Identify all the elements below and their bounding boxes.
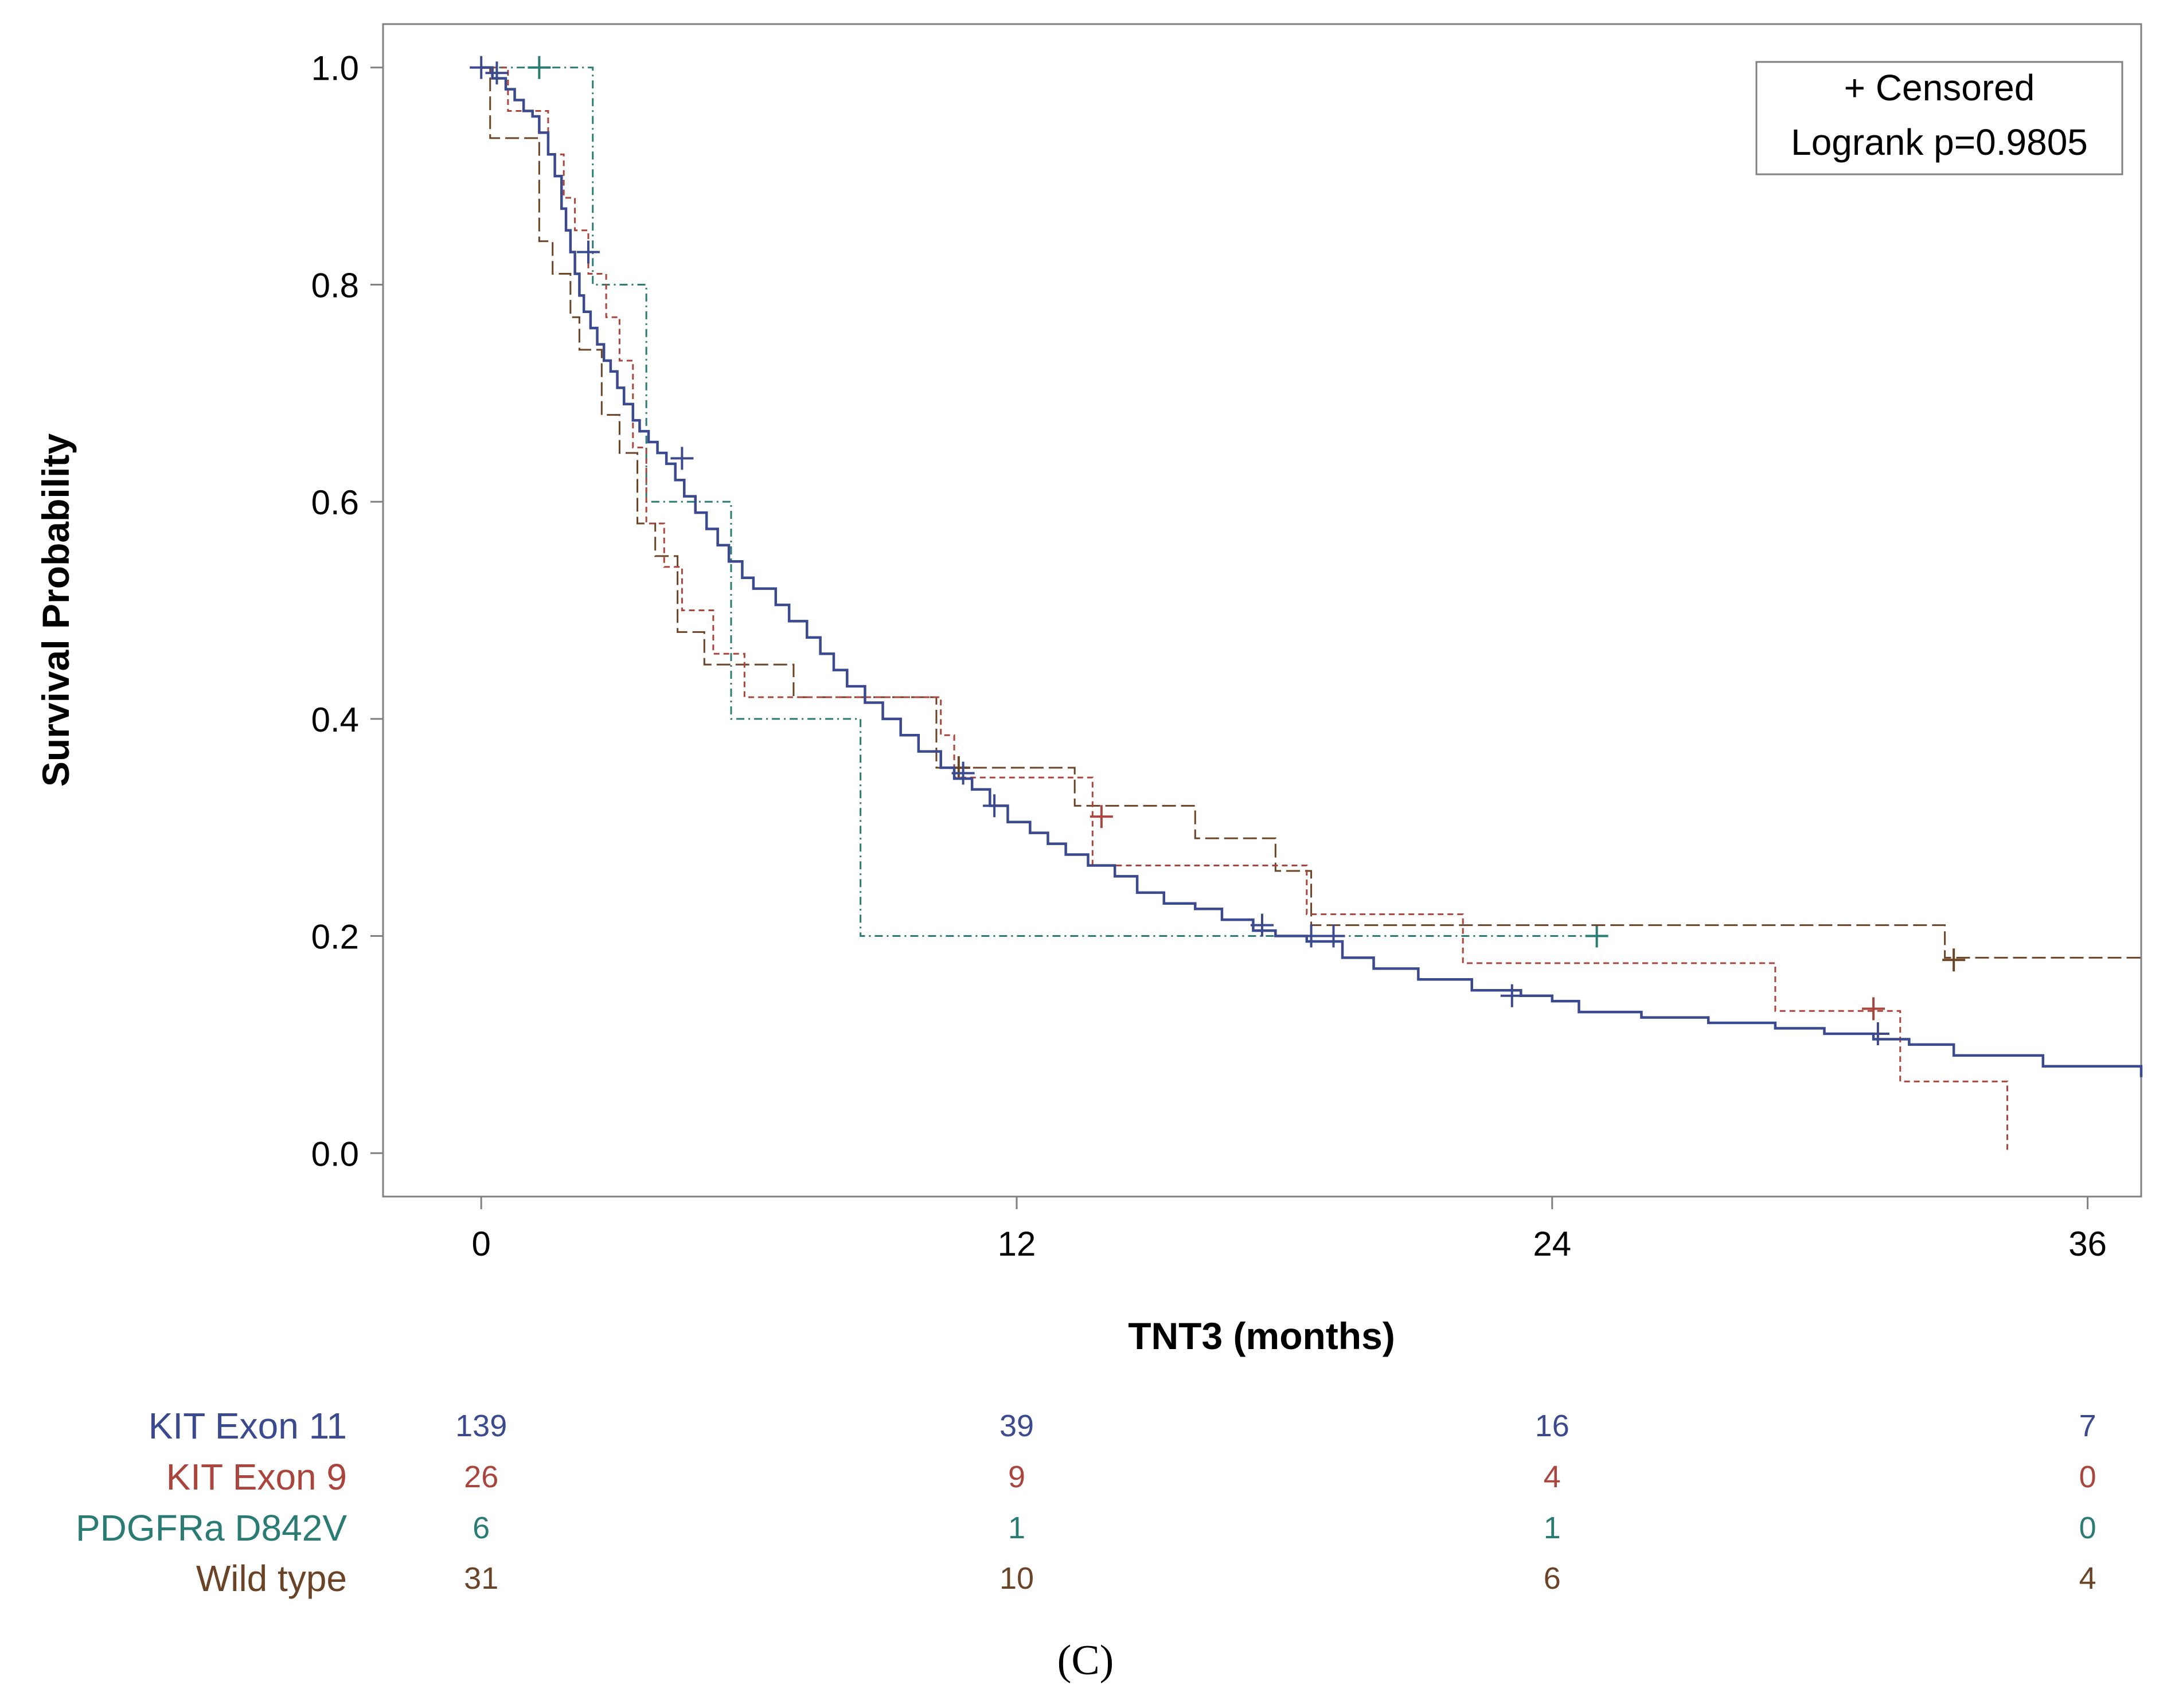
survival-curve-pdgfra-d842v <box>481 67 1597 937</box>
legend: + Censored Logrank p=0.9805 <box>1755 61 2123 175</box>
risk-count: 6 <box>1544 1561 1561 1596</box>
risk-count: 1 <box>1544 1511 1561 1545</box>
risk-count: 26 <box>464 1460 498 1494</box>
survival-curve-wild-type <box>481 67 2141 959</box>
risk-count: 39 <box>999 1409 1034 1443</box>
censor-mark <box>1862 997 1885 1021</box>
y-axis-title: Survival Probability <box>34 433 77 787</box>
legend-logrank-label: Logrank p=0.9805 <box>1791 122 2088 163</box>
censor-mark <box>1866 1022 1889 1045</box>
x-axis-title: TNT3 (months) <box>1128 1315 1395 1357</box>
y-tick-label: 1.0 <box>311 49 359 88</box>
censor-mark <box>1299 924 1323 948</box>
risk-count: 139 <box>455 1409 507 1443</box>
risk-count: 31 <box>464 1561 498 1596</box>
y-tick-label: 0.6 <box>311 483 359 522</box>
x-axis: 0 12 24 36 <box>472 1197 2107 1263</box>
censor-mark <box>1585 924 1608 948</box>
censor-mark <box>576 240 600 264</box>
y-tick-label: 0.0 <box>311 1135 359 1173</box>
series-wild-type <box>481 67 2141 972</box>
censor-mark <box>1322 924 1345 948</box>
risk-count: 9 <box>1008 1460 1025 1494</box>
y-axis: 0.0 0.2 0.4 0.6 0.8 1.0 <box>311 49 383 1173</box>
risk-count: 7 <box>2079 1409 2096 1443</box>
censor-mark <box>983 794 1006 818</box>
censor-mark <box>670 447 694 470</box>
y-tick-label: 0.2 <box>311 918 359 956</box>
censor-mark <box>1500 984 1524 1007</box>
risk-count: 0 <box>2079 1511 2096 1545</box>
x-tick-label: 12 <box>998 1225 1036 1263</box>
risk-count: 4 <box>2079 1561 2096 1596</box>
plot-area <box>382 23 2142 1198</box>
y-tick-label: 0.8 <box>311 266 359 304</box>
survival-curve-kit-exon-11 <box>481 66 2143 1077</box>
series-pdgfra-d842v <box>481 56 1608 948</box>
risk-count: 1 <box>1008 1511 1025 1545</box>
censor-mark <box>1942 948 1966 972</box>
censor-mark <box>470 56 493 79</box>
risk-row-label: Wild type <box>196 1558 347 1599</box>
risk-count: 4 <box>1544 1460 1561 1494</box>
series-kit-exon-9 <box>481 67 2009 1154</box>
risk-count: 16 <box>1535 1409 1569 1443</box>
legend-box <box>1755 61 2123 175</box>
risk-row-label: KIT Exon 9 <box>166 1456 347 1498</box>
censor-mark <box>485 61 509 85</box>
x-tick-label: 0 <box>472 1225 491 1263</box>
censor-mark <box>528 56 551 79</box>
series-kit-exon-11 <box>470 56 2143 1077</box>
risk-count: 10 <box>999 1561 1034 1596</box>
x-tick-label: 36 <box>2068 1225 2107 1263</box>
risk-count: 6 <box>473 1511 490 1545</box>
risk-count: 0 <box>2079 1460 2096 1494</box>
y-tick-label: 0.4 <box>311 701 359 739</box>
figure-label: (C) <box>1057 1637 1114 1684</box>
x-tick-label: 24 <box>1533 1225 1571 1263</box>
risk-row-label: PDGFRa D842V <box>76 1507 347 1549</box>
censor-mark <box>1090 805 1113 828</box>
risk-row-label: KIT Exon 11 <box>149 1405 347 1447</box>
series-layer <box>470 56 2143 1154</box>
plot-border <box>382 23 2142 1198</box>
censor-mark <box>951 761 975 785</box>
survival-curve-kit-exon-9 <box>481 67 2009 1154</box>
censor-mark <box>1251 913 1274 937</box>
legend-censored-label: + Censored <box>1844 67 2035 108</box>
